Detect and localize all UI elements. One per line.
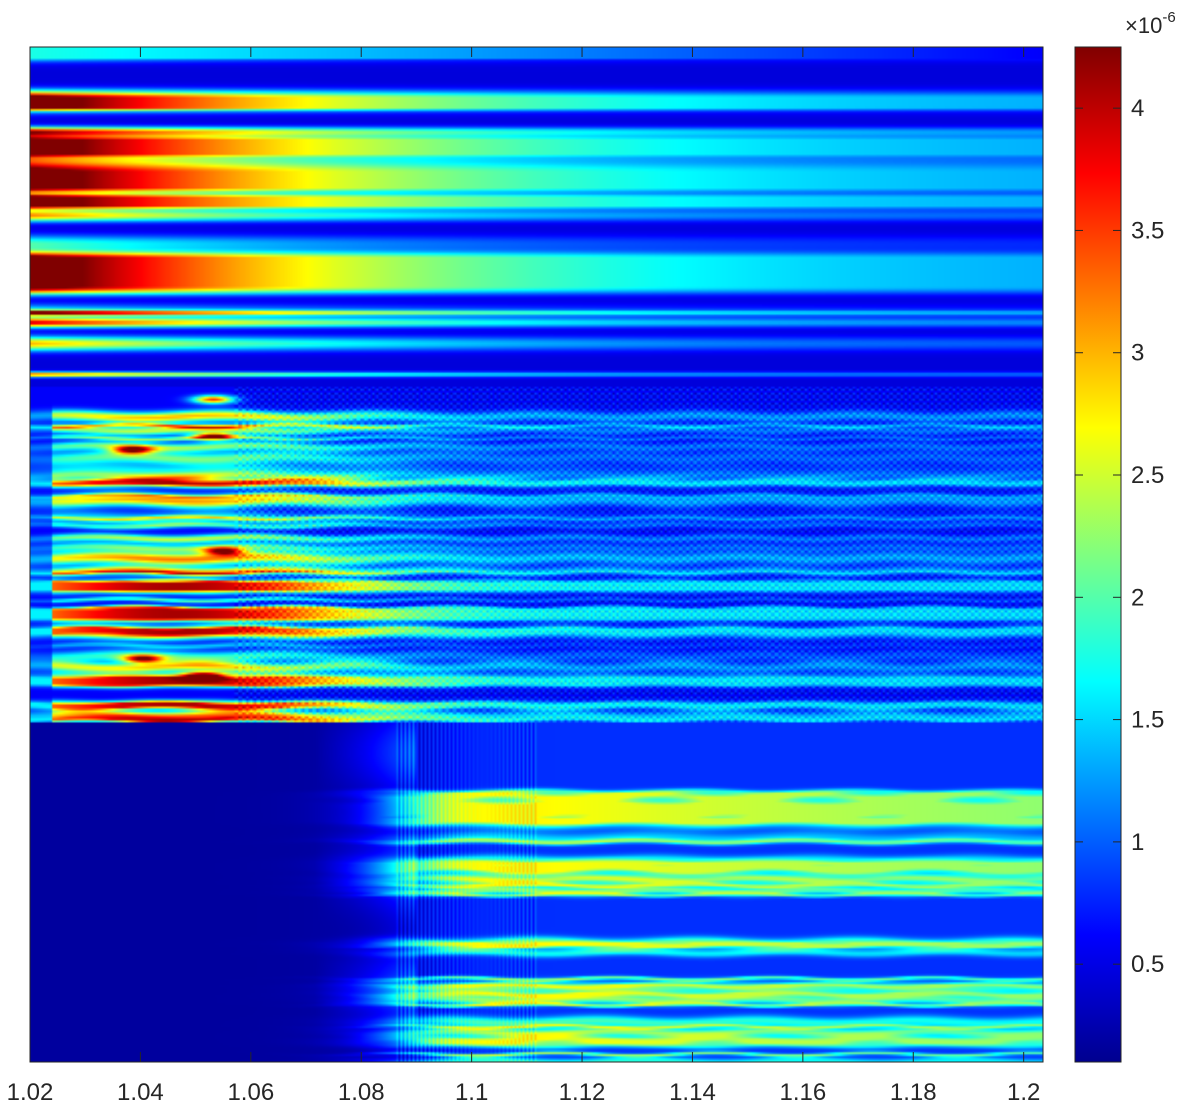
colorbar-exponent-power: -6 bbox=[1162, 9, 1175, 26]
x-tick-label: 1.04 bbox=[117, 1079, 164, 1106]
x-tick-label: 1.12 bbox=[559, 1079, 606, 1106]
colorbar-tick-label: 4 bbox=[1131, 95, 1144, 122]
colorbar-tick-label: 0.5 bbox=[1131, 951, 1164, 978]
x-tick-label: 1.14 bbox=[669, 1079, 716, 1106]
plot-frame bbox=[29, 46, 1044, 1063]
x-tick-label: 1.2 bbox=[1007, 1079, 1040, 1106]
colorbar-gradient bbox=[1075, 47, 1121, 1062]
x-axis: 1.02 1.04 1.06 1.08 1.1 1.12 1.14 1.16 1.18 1.2 bbox=[7, 47, 1040, 1106]
heatmap-plot-area bbox=[29, 46, 1044, 1063]
x-tick-label: 1.1 bbox=[455, 1079, 488, 1106]
colorbar-tick-label: 2 bbox=[1131, 584, 1144, 611]
colorbar-tick-label: 1 bbox=[1131, 829, 1144, 856]
colorbar-frame bbox=[1074, 46, 1122, 1063]
x-tick-label: 1.16 bbox=[780, 1079, 827, 1106]
x-tick-label: 1.06 bbox=[227, 1079, 274, 1106]
heatmap-raster bbox=[30, 47, 1043, 1062]
colorbar-tick-label: 2.5 bbox=[1131, 462, 1164, 489]
colorbar-tick-label: 3.5 bbox=[1131, 217, 1164, 244]
colorbar-tick-label: 3 bbox=[1131, 340, 1144, 367]
x-tick-label: 1.02 bbox=[7, 1079, 54, 1106]
colorbar: 0.5 1 1.5 2 2.5 3 3.5 4 ×10-6 bbox=[1074, 9, 1176, 1063]
colorbar-exponent: ×10-6 bbox=[1125, 9, 1176, 38]
colorbar-tick-label: 1.5 bbox=[1131, 707, 1164, 734]
x-tick-label: 1.18 bbox=[890, 1079, 937, 1106]
colorbar-ticks: 0.5 1 1.5 2 2.5 3 3.5 4 bbox=[1075, 95, 1164, 978]
colorbar-exponent-prefix: ×10 bbox=[1125, 13, 1162, 38]
x-tick-label: 1.08 bbox=[338, 1079, 385, 1106]
